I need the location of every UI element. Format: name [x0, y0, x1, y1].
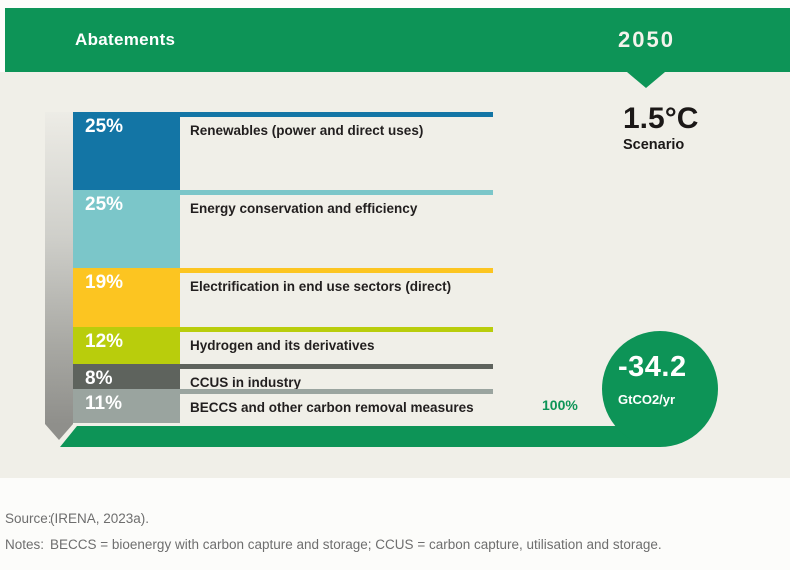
segment-underline: [180, 112, 493, 117]
segment-label-area: CCUS in industry: [180, 364, 493, 390]
segment-color-block: 19%: [73, 268, 180, 327]
total-percentage: 100%: [542, 397, 578, 413]
segment-label-area: Hydrogen and its derivatives: [180, 327, 493, 364]
segment-label: Energy conservation and efficiency: [190, 201, 418, 216]
scenario-label: Scenario: [623, 136, 685, 153]
segment-percentage: 11%: [85, 393, 122, 414]
segment-color-block: 12%: [73, 327, 180, 364]
abatement-segment: 25% Energy conservation and efficiency: [73, 190, 493, 268]
segment-label-area: Renewables (power and direct uses): [180, 112, 493, 190]
segment-underline: [180, 268, 493, 273]
segment-color-block: 25%: [73, 190, 180, 268]
notes-label: Notes:: [5, 537, 45, 552]
result-bubble: -34.2 GtCO2/yr: [602, 331, 718, 447]
abatement-segment: 12% Hydrogen and its derivatives: [73, 327, 493, 364]
abatement-segment: 19% Electrification in end use sectors (…: [73, 268, 493, 327]
segment-label: Electrification in end use sectors (dire…: [190, 279, 452, 294]
segment-color-block: 11%: [73, 389, 180, 423]
footer-notes: Source: (IRENA, 2023a). Notes: BECCS = b…: [5, 511, 662, 563]
header-band: Abatements 2050: [5, 8, 790, 72]
notes-text: BECCS = bioenergy with carbon capture an…: [50, 537, 662, 552]
abatement-segment: 25% Renewables (power and direct uses): [73, 112, 493, 190]
segment-percentage: 12%: [85, 331, 124, 352]
segment-underline: [180, 389, 493, 394]
source-row: Source: (IRENA, 2023a).: [5, 511, 662, 526]
stack-shadow-ribbon: [45, 112, 73, 424]
abatement-segment: 11% BECCS and other carbon removal measu…: [73, 389, 493, 423]
segment-underline: [180, 364, 493, 369]
segment-underline: [180, 190, 493, 195]
segment-label: BECCS and other carbon removal measures: [190, 400, 474, 415]
segment-label: Hydrogen and its derivatives: [190, 338, 375, 353]
segment-percentage: 25%: [85, 116, 124, 137]
result-value: -34.2: [618, 351, 687, 383]
segment-label: CCUS in industry: [190, 375, 302, 390]
segment-label: Renewables (power and direct uses): [190, 123, 424, 138]
segment-color-block: 25%: [73, 112, 180, 190]
segment-percentage: 25%: [85, 194, 124, 215]
abatement-segment: 8% CCUS in industry: [73, 364, 493, 390]
result-unit: GtCO2/yr: [618, 392, 676, 407]
segment-percentage: 19%: [85, 272, 124, 293]
segment-label-area: Energy conservation and efficiency: [180, 190, 493, 268]
source-text: (IRENA, 2023a).: [50, 511, 150, 526]
scenario-temperature: 1.5°C: [623, 102, 699, 135]
scenario-block: 1.5°C Scenario: [623, 103, 698, 153]
source-label: Source:: [5, 511, 52, 526]
segment-percentage: 8%: [85, 368, 113, 389]
header-year: 2050: [618, 27, 675, 52]
segment-label-area: BECCS and other carbon removal measures: [180, 389, 493, 423]
notes-row: Notes: BECCS = bioenergy with carbon cap…: [5, 537, 662, 552]
page-title: Abatements: [75, 30, 176, 49]
triangle-down-icon: [627, 72, 665, 88]
abatement-stack: 25% Renewables (power and direct uses) 2…: [73, 112, 493, 423]
segment-underline: [180, 327, 493, 332]
segment-label-area: Electrification in end use sectors (dire…: [180, 268, 493, 327]
total-base-bar: [60, 426, 660, 447]
segment-color-block: 8%: [73, 364, 180, 389]
